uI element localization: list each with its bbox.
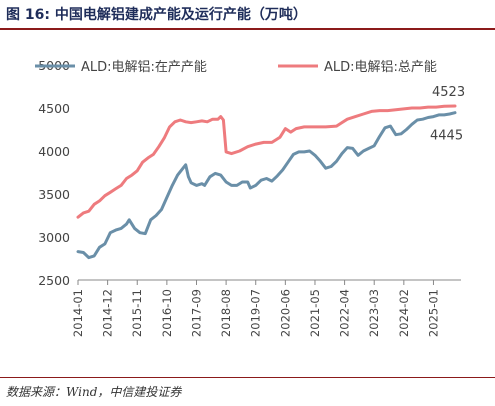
end-labels: 4523 4445	[430, 85, 465, 144]
x-tick-label: 2017-09	[189, 289, 203, 337]
chart-axes: 2500300035004000450050002014-012014-1220…	[38, 58, 461, 337]
x-tick-label: 2023-03	[367, 289, 381, 337]
footer-divider	[0, 377, 495, 378]
x-tick-label: 2024-02	[397, 289, 411, 337]
y-tick-label: 4500	[38, 101, 70, 116]
series-line-running-capacity	[76, 111, 457, 260]
y-tick-label: 3000	[38, 230, 70, 245]
x-tick-label: 2025-01	[426, 289, 440, 337]
x-tick-label: 2014-01	[71, 289, 85, 337]
figure-title: 图 16: 中国电解铝建成产能及运行产能（万吨）	[6, 7, 307, 23]
source-note: 数据来源：Wind，中信建投证券	[6, 385, 182, 399]
end-label-running: 4445	[430, 129, 463, 144]
y-tick-label: 2500	[38, 273, 70, 288]
y-tick-label: 3500	[38, 187, 70, 202]
end-label-total: 4523	[432, 85, 465, 100]
series-line-total-capacity	[76, 104, 457, 219]
x-tick-label: 2022-04	[338, 289, 352, 337]
x-tick-label: 2014-12	[101, 289, 115, 337]
y-tick-label: 4000	[38, 144, 70, 159]
legend-label: ALD:电解铝:在产产能	[81, 60, 207, 75]
chart-legend: ALD:电解铝:在产产能 ALD:电解铝:总产能	[35, 60, 437, 75]
x-tick-label: 2019-07	[249, 289, 263, 337]
x-tick-label: 2018-08	[219, 289, 233, 337]
line-chart: 2500300035004000450050002014-012014-1220…	[35, 58, 465, 337]
x-tick-label: 2016-10	[160, 289, 174, 337]
legend-label: ALD:电解铝:总产能	[324, 60, 437, 75]
x-tick-label: 2020-06	[278, 289, 292, 337]
x-tick-label: 2015-11	[130, 289, 144, 337]
title-divider	[0, 28, 495, 30]
series-layer	[76, 104, 457, 260]
x-tick-label: 2021-05	[308, 289, 322, 337]
